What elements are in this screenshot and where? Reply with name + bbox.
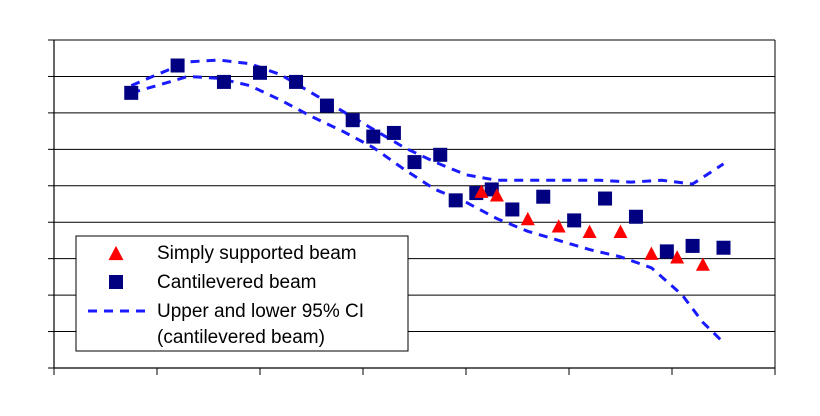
simply-supported-point [695, 257, 710, 271]
legend-box [75, 235, 409, 352]
simply-supported-point [551, 219, 566, 233]
cantilevered-point [319, 98, 334, 113]
legend-label: Cantilevered beam [157, 272, 316, 293]
legend: Simply supported beam Cantilevered beam Up… [75, 235, 409, 352]
simply-supported-point [644, 246, 659, 260]
cantilevered-point [505, 202, 520, 217]
cantilevered-point [536, 189, 551, 204]
cantilevered-point [716, 240, 731, 255]
cantilevered-point [345, 113, 360, 128]
legend-label: Upper and lower 95% CI [157, 301, 364, 322]
cantilevered-point [216, 74, 231, 89]
simply-supported-point [582, 224, 597, 238]
cantilevered-point [289, 74, 304, 89]
legend-label: Simply supported beam [157, 243, 357, 264]
cantilevered-point [124, 85, 139, 100]
cantilevered-point [685, 238, 700, 253]
cantilevered-point [386, 125, 401, 140]
cantilevered-point [659, 244, 674, 259]
legend-label: (cantilevered beam) [157, 327, 325, 348]
ci-upper-line [130, 58, 725, 186]
cantilevered-point [628, 209, 643, 224]
simply-supported-point [613, 224, 628, 238]
cantilevered-point [433, 147, 448, 162]
cantilevered-point [598, 191, 613, 206]
cantilevered-point [170, 58, 185, 73]
cantilevered-point [366, 129, 381, 144]
data-markers [124, 58, 731, 271]
legend-triangle-symbol [108, 245, 124, 261]
simply-supported-point [489, 188, 504, 202]
legend-square-symbol [109, 275, 123, 289]
simply-supported-point [670, 250, 685, 264]
cantilevered-point [448, 193, 463, 208]
cantilevered-point [253, 65, 267, 80]
cantilevered-point [567, 213, 582, 228]
simply-supported-point [474, 184, 489, 198]
simply-supported-point [520, 211, 535, 226]
cantilevered-point [407, 155, 422, 170]
axes [48, 39, 776, 375]
